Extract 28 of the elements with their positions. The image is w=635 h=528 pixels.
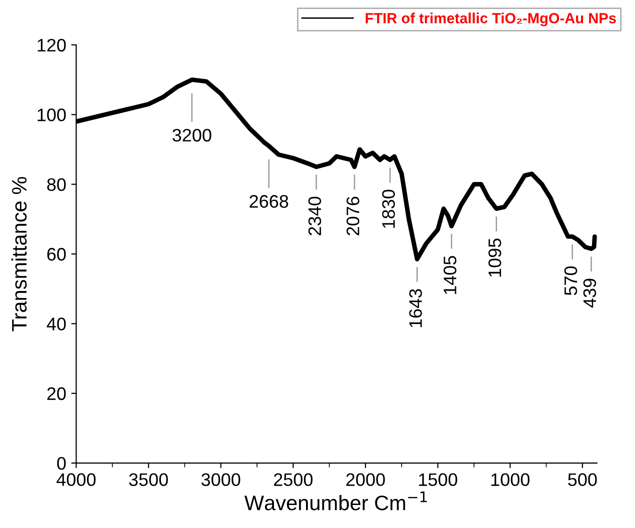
y-tick-label: 100 xyxy=(38,108,66,122)
y-tick-label: 20 xyxy=(47,387,66,400)
y-axis-title: Transmittance % xyxy=(11,176,27,332)
annotation: 1830 xyxy=(382,190,395,228)
annotation: 439 xyxy=(583,278,596,308)
y-tick-label: 40 xyxy=(46,318,66,330)
y-tick-label: 80 xyxy=(47,178,66,191)
annotation: 570 xyxy=(564,266,578,296)
x-tick-label: 3000 xyxy=(201,473,240,486)
annotation: 1095 xyxy=(488,238,502,277)
x-tick-label: 1000 xyxy=(491,473,530,486)
x-tick-label: 2500 xyxy=(274,473,313,486)
annotation: 1405 xyxy=(444,256,456,294)
x-tick-label: 4000 xyxy=(56,473,96,486)
x-tick-label: 1500 xyxy=(419,473,458,486)
annotation: 2340 xyxy=(308,196,322,236)
legend-label: FTIR of trimetallic TiO₂-MgO-Au NPs xyxy=(366,12,616,26)
x-tick-label: 2000 xyxy=(346,473,385,486)
x-tick-label: 3500 xyxy=(129,473,168,486)
annotation: 2076 xyxy=(346,196,360,236)
y-tick-label: 0 xyxy=(57,456,66,470)
annotation: 1643 xyxy=(409,289,422,328)
annotation: 2668 xyxy=(250,195,288,208)
annotation: 3200 xyxy=(172,128,212,142)
y-tick-label: 120 xyxy=(38,38,66,52)
x-tick-label: 500 xyxy=(568,473,597,486)
x-axis-title: Wavenumber Cm$^{−1}$ xyxy=(244,492,427,510)
y-tick-label: 60 xyxy=(47,248,66,261)
